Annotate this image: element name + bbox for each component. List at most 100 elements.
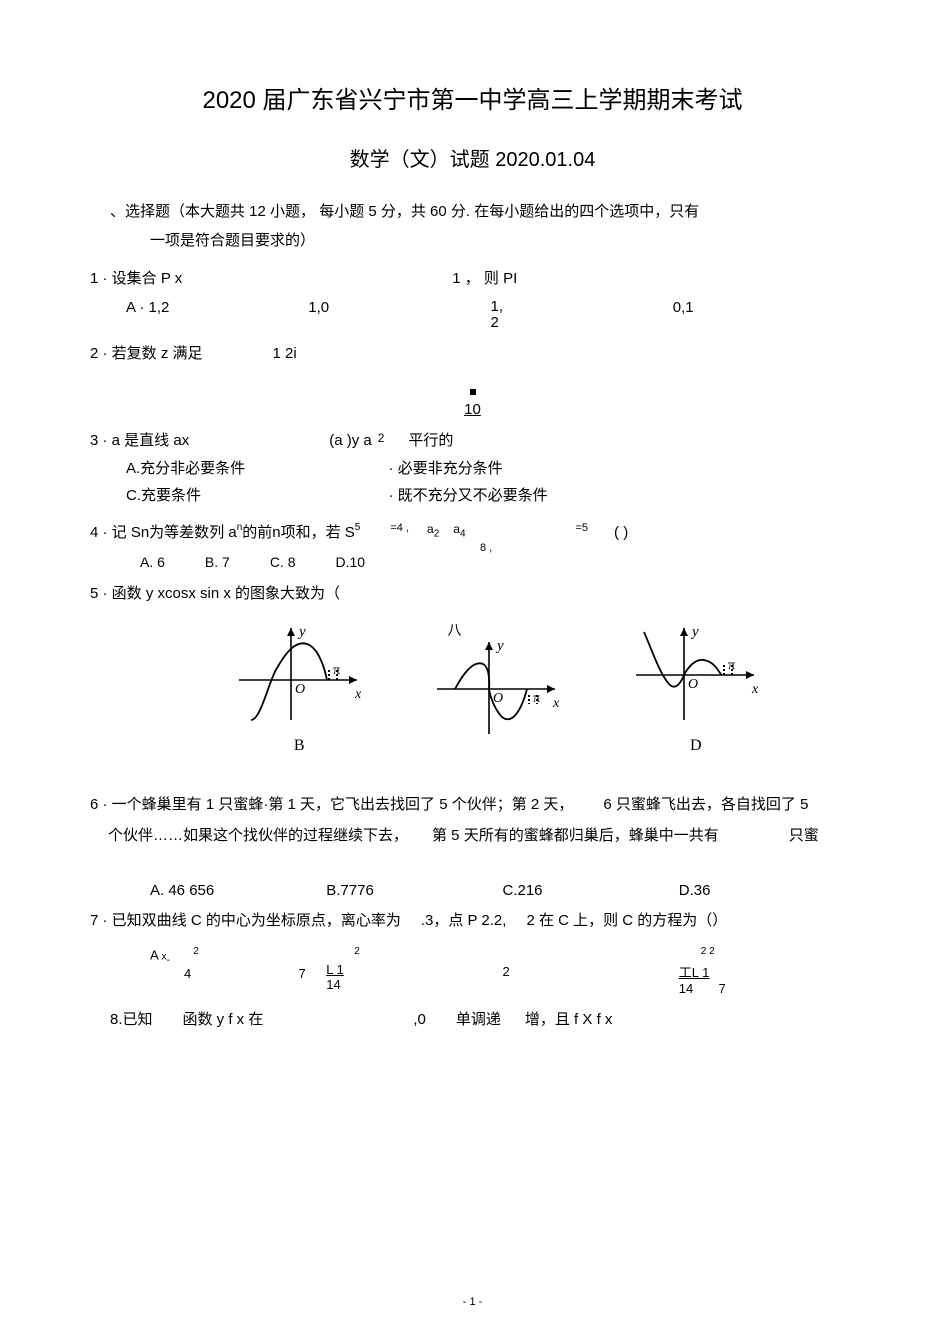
q6: 6 · 一个蜂巢里有 1 只蜜蜂·第 1 天，它飞出去找回了 5 个伙伴；第 2… [90, 789, 855, 852]
q8-c: ,0 [413, 1004, 426, 1036]
q8-e: 增，且 f X f x [525, 1004, 613, 1036]
q7-D-d2: 7 [718, 981, 725, 996]
q1-options: A · 1,2 1,0 1, 2 0,1 [126, 299, 855, 332]
q4-a: 4 · 记 Sn为等差数列 a [90, 517, 237, 549]
q3-C: C.充要条件 [126, 484, 388, 505]
q4-C: C. 8 [270, 554, 296, 570]
q4-eq1: =4 , [390, 517, 409, 540]
exam-subtitle: 数学（文）试题 2020.01.04 [90, 143, 855, 172]
svg-text:x: x [751, 682, 759, 697]
q3-D: · 既不充分又不必要条件 [388, 484, 650, 505]
q6-l1a: 6 · 一个蜂巢里有 1 只蜜蜂·第 1 天，它飞出去找回了 5 个伙伴；第 2… [90, 789, 573, 821]
q2-frac-top: 10 [464, 401, 481, 418]
q4-a4-s: 4 [460, 528, 466, 539]
q3-stem-b: (a )y a [329, 425, 372, 457]
q6-C: C.216 [503, 882, 679, 899]
q8-stem: 8.已知 函数 y f x 在 ,0 单调递 增，且 f X f x [110, 1004, 855, 1036]
q4-options: A. 6 B. 7 C. 8 D.10 [140, 554, 365, 570]
q4-b-sub: 5 [355, 517, 361, 538]
q7-options: A x- 2 4 7 2 L 1 14 2 2 2 工L 1 14 7 [150, 946, 855, 996]
q8-a: 8.已知 [110, 1004, 153, 1036]
section-line1: 、选择题（本大题共 12 小题， 每小题 5 分，共 60 分. 在每小题给出的… [110, 203, 699, 220]
q4-b: 的前n项和，若 S [242, 517, 355, 549]
q7-stem: 7 · 已知双曲线 C 的中心为坐标原点，离心率为 .3，点 P 2.2, 2 … [90, 905, 855, 937]
q6-l2a: 个伙伴……如果这个找伙伴的过程继续下去， [108, 820, 408, 852]
q7-C: 2 [503, 946, 679, 996]
section-header: 、选择题（本大题共 12 小题， 每小题 5 分，共 60 分. 在每小题给出的… [110, 198, 855, 255]
q2-stem: 2 · 若复数 z 满足 1 2i [90, 338, 855, 370]
q7-A-d2: 7 [298, 966, 305, 981]
q4-A: A. 6 [140, 554, 165, 570]
graph-D: y O π x D [626, 620, 766, 769]
q7-b: .3，点 P 2.2, [421, 905, 507, 937]
graph-D-label: D [626, 737, 766, 755]
q6-options: A. 46 656 B.7776 C.216 D.36 [150, 882, 855, 899]
q4-a2: a2 [427, 517, 439, 544]
graph-B-svg: y O π x [229, 620, 369, 730]
q6-line2: 个伙伴……如果这个找伙伴的过程继续下去， 第 5 天所有的蜜蜂都归巢后，蜂巢中一… [108, 820, 855, 852]
q7-A-sup: 2 [193, 946, 199, 957]
graph-mid-label [427, 751, 567, 769]
q7-C-den: 2 [503, 964, 510, 979]
q5-stem: 5 · 函数 y xcosx sin x 的图象大致为（ [90, 578, 855, 610]
q3-A: A.充分非必要条件 [126, 457, 388, 478]
section-line2: 一项是符合题目要求的） [150, 232, 315, 249]
q1-C-bot: 2 [491, 314, 499, 331]
q7-D-top: 工L 1 [679, 965, 710, 980]
q7-A-pre: A [150, 947, 158, 962]
q7-D-d1: 14 [679, 981, 693, 996]
q8-b: 函数 y f x 在 [183, 1004, 264, 1036]
q7-D: 2 2 工L 1 14 7 [679, 946, 855, 996]
q1-C-top: 1, [491, 298, 504, 315]
q4-B: B. 7 [205, 554, 230, 570]
page-number: - 1 - [0, 1296, 945, 1308]
svg-text:x: x [354, 687, 362, 702]
svg-text:y: y [297, 624, 306, 640]
q2-stem-a: 2 · 若复数 z 满足 [90, 338, 203, 370]
q6-B: B.7776 [326, 882, 502, 899]
q1-stem: 1 · 设集合 P x 1 ， 则 PI [90, 263, 855, 295]
q7-D-sup: 2 2 [701, 946, 715, 957]
q3-options: A.充分非必要条件 · 必要非充分条件 C.充要条件 · 既不充分又不必要条件 [126, 457, 855, 511]
q1-stem-b: 1 ， 则 PI [452, 263, 517, 295]
svg-text:O: O [295, 682, 305, 697]
q3-B: · 必要非充分条件 [388, 457, 650, 478]
q7-B-sup: 2 [354, 946, 360, 957]
q7-a: 7 · 已知双曲线 C 的中心为坐标原点，离心率为 [90, 905, 401, 937]
svg-text:O: O [688, 677, 698, 692]
q8-d: 单调递 [456, 1004, 501, 1036]
svg-text:x: x [552, 696, 560, 711]
q4-a4: a4 [453, 517, 465, 544]
q3-stem: 3 · a 是直线 ax (a )y a 2 平行的 [90, 425, 855, 457]
square-icon [470, 389, 476, 395]
graph-B-label: B [229, 737, 369, 755]
q4-a4-a: a [453, 522, 460, 536]
q1-C: 1, 2 [491, 299, 673, 332]
q4-paren: ( ) [614, 517, 628, 549]
q7-A-d1: 4 [184, 966, 191, 981]
q6-l2c: 只蜜 [789, 820, 819, 852]
q4-5: =5 [576, 517, 589, 540]
q6-l2b: 第 5 天所有的蜜蜂都归巢后，蜂巢中一共有 [432, 820, 719, 852]
svg-text:y: y [495, 638, 504, 654]
page: 2020 届广东省兴宁市第一中学高三上学期期末考试 数学（文）试题 2020.0… [0, 0, 945, 1338]
q2-frac: 10 [90, 383, 855, 419]
q5-graphs: y O π x B 八 y O π x [200, 620, 795, 769]
q3-sup-val: 2 [378, 432, 385, 444]
q7-B-top: L 1 [326, 962, 344, 977]
svg-text:y: y [690, 624, 699, 640]
q3-sup: 2 [378, 432, 385, 450]
graph-mid-svg: y O π x [427, 634, 567, 744]
q7-A-dot: - [167, 955, 170, 966]
q7-B-den: 14 [326, 977, 340, 992]
q6-A: A. 46 656 [150, 882, 326, 899]
q1-B: 1,0 [308, 299, 490, 332]
q7-c: 2 在 C 上，则 C 的方程为（） [526, 905, 727, 937]
q6-D: D.36 [679, 882, 855, 899]
exam-title: 2020 届广东省兴宁市第一中学高三上学期期末考试 [90, 80, 855, 115]
svg-text:O: O [493, 691, 503, 706]
q1-A: A · 1,2 [126, 299, 308, 332]
q6-line1: 6 · 一个蜂巢里有 1 只蜜蜂·第 1 天，它飞出去找回了 5 个伙伴；第 2… [90, 789, 855, 821]
q3-stem-a: 3 · a 是直线 ax [90, 425, 189, 457]
q4-8: 8 , [480, 542, 855, 554]
